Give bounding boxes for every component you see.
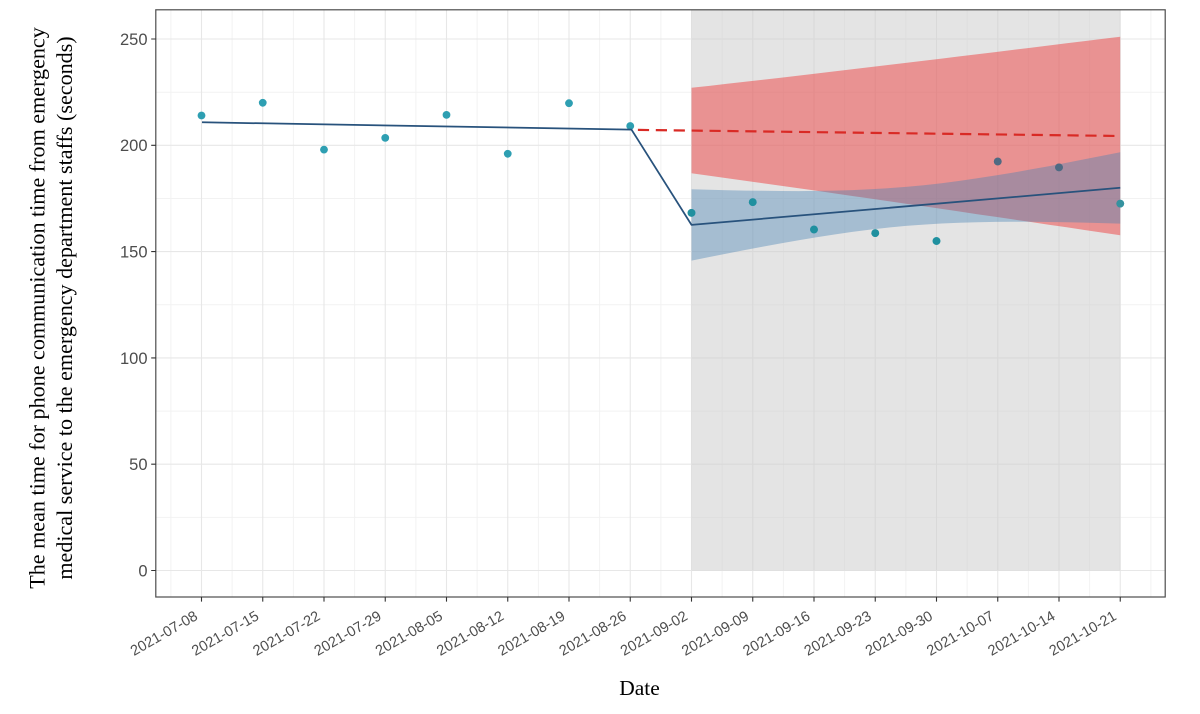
- svg-text:medical service to the emergen: medical service to the emergency departm…: [52, 36, 77, 579]
- svg-text:The mean time for phone commun: The mean time for phone communication ti…: [24, 27, 49, 589]
- svg-text:Date: Date: [619, 676, 660, 700]
- svg-text:250: 250: [120, 31, 148, 49]
- svg-text:100: 100: [120, 350, 148, 368]
- svg-text:0: 0: [138, 562, 147, 580]
- svg-text:150: 150: [120, 244, 148, 262]
- svg-text:50: 50: [129, 456, 147, 474]
- svg-text:200: 200: [120, 137, 148, 155]
